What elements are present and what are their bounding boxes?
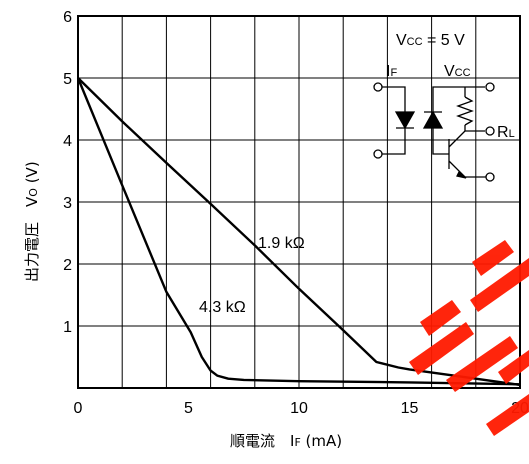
x-tick-label: 5 [184,400,193,417]
input-terminal-top [373,82,383,92]
vcc-terminal [485,82,495,92]
y-tick-label: 5 [63,71,72,88]
y-tick-label: 1 [63,319,72,336]
curve-label-4-3k: 4.3 kΩ [199,299,246,316]
transistor-icon [448,130,486,178]
circuit-diagram [373,82,495,182]
if-label: IF [386,63,397,80]
resistor-icon [456,96,474,126]
x-tick-label: 15 [401,400,419,417]
vcc-condition: VCC = 5 V [396,32,465,49]
x-axis-label: 順電流 IF (mA) [230,432,342,450]
x-tick-label: 0 [74,400,83,417]
series-line-2 [76,77,521,386]
rl-terminal [485,126,495,136]
y-tick-label: 6 [63,9,72,26]
grid [77,15,521,389]
input-terminal-bottom [373,149,383,159]
led-icon [394,111,416,130]
output-terminal [485,172,495,182]
y-tick-label: 4 [63,133,72,150]
x-tick-label: 10 [290,400,308,417]
vcc-label: VCC [444,63,471,80]
y-tick-label: 3 [63,195,72,212]
y-tick-label: 2 [63,257,72,274]
watermark-stamp [409,240,529,436]
photodiode-icon [422,110,444,129]
y-axis-label: 出力電圧 VO (V) [23,161,41,282]
curve-label-1-9k: 1.9 kΩ [258,235,305,252]
rl-label: RL [497,124,515,141]
